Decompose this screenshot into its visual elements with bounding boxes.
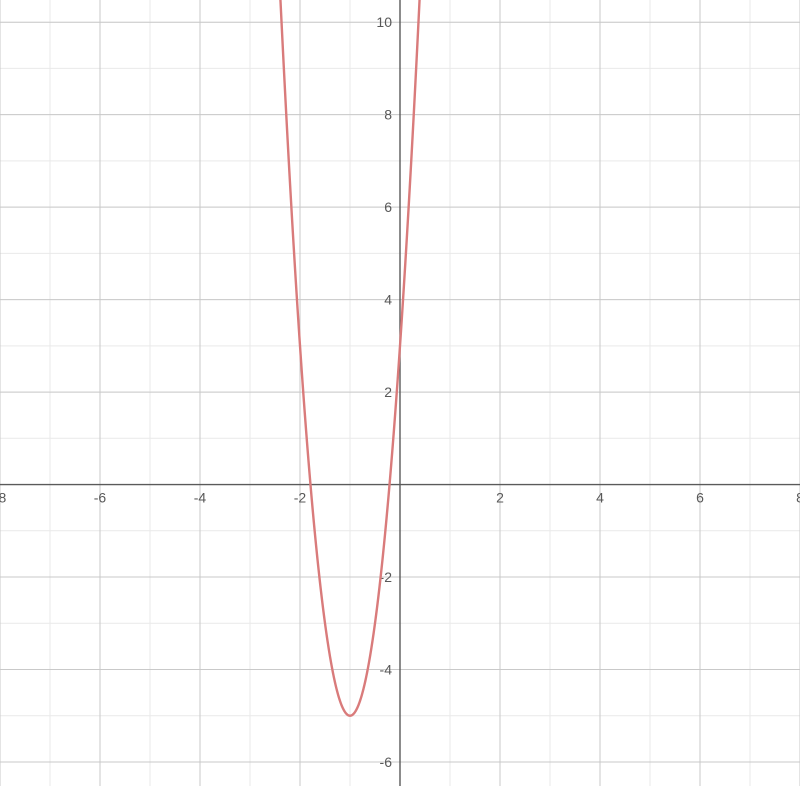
x-tick-label: 8 (796, 490, 800, 506)
y-tick-label: -4 (380, 661, 393, 677)
y-tick-label: 6 (384, 199, 392, 215)
y-tick-label: 4 (384, 292, 392, 308)
coordinate-plane-chart: -8-6-4-22468-6-4-2246810 (0, 0, 800, 786)
y-tick-label: 2 (384, 384, 392, 400)
x-tick-label: -2 (294, 490, 307, 506)
x-tick-label: 2 (496, 490, 504, 506)
y-tick-label: 10 (376, 14, 392, 30)
x-tick-label: -8 (0, 490, 6, 506)
x-tick-label: -6 (94, 490, 107, 506)
y-tick-label: 8 (384, 107, 392, 123)
y-tick-label: -6 (380, 754, 393, 770)
x-tick-label: 4 (596, 490, 604, 506)
x-tick-label: 6 (696, 490, 704, 506)
x-tick-label: -4 (194, 490, 207, 506)
